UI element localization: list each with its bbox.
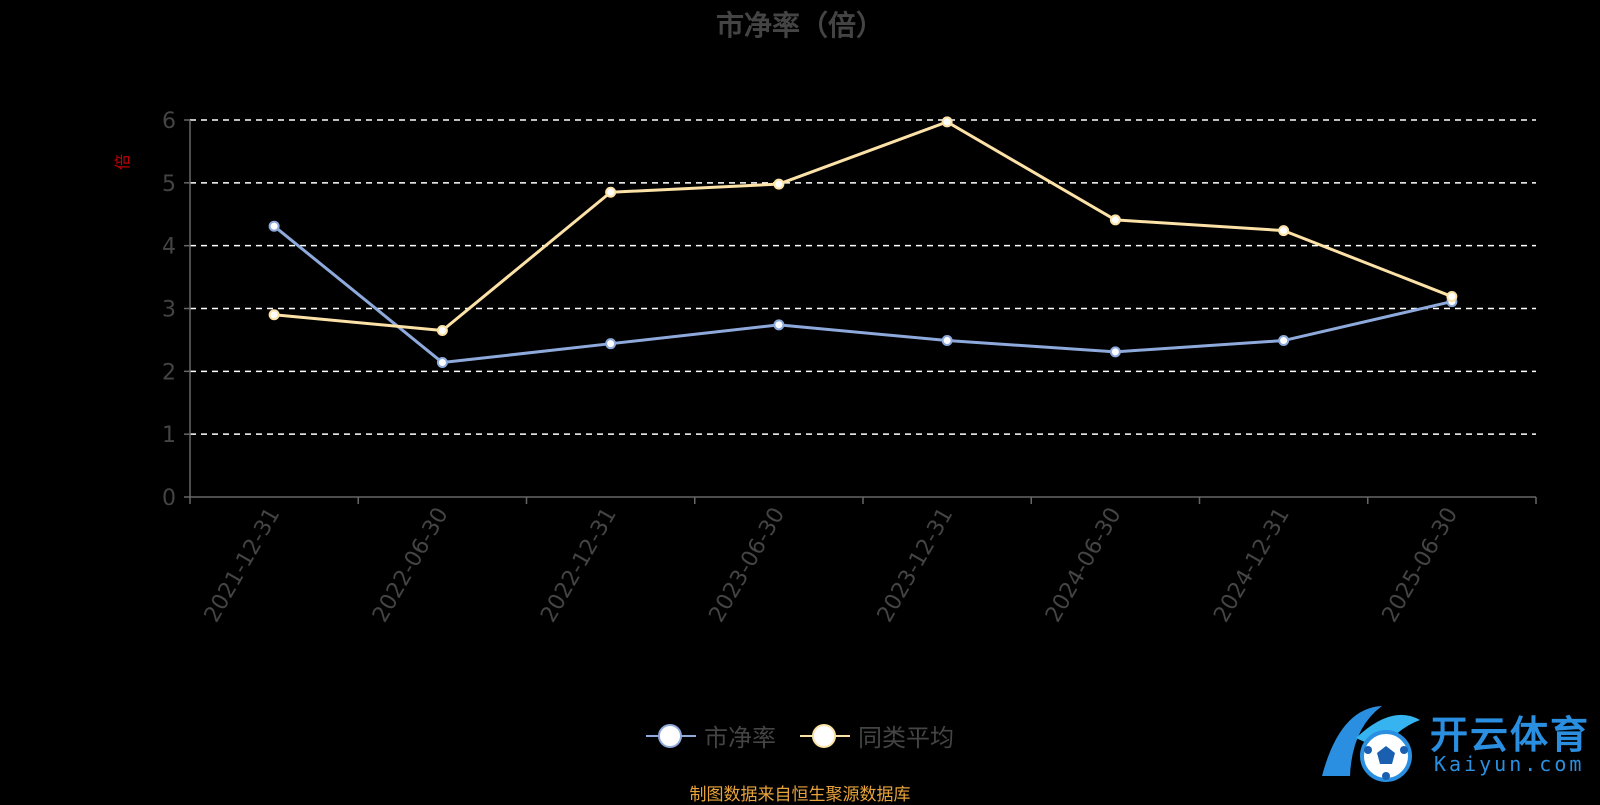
legend-label-peer-avg: 同类平均	[858, 724, 954, 752]
y-tick-label: 2	[162, 360, 176, 385]
data-point[interactable]	[773, 178, 785, 190]
legend-label-pb: 市净率	[704, 724, 776, 752]
legend-item-pb[interactable]: 市净率	[646, 718, 776, 753]
data-point[interactable]	[1446, 291, 1458, 303]
data-point[interactable]	[605, 186, 617, 198]
data-point[interactable]	[941, 116, 953, 128]
series-layer	[268, 116, 1458, 369]
series-line-1	[273, 120, 1453, 332]
y-tick-label: 4	[162, 235, 176, 260]
data-point[interactable]	[268, 309, 280, 321]
data-point[interactable]	[1109, 214, 1121, 226]
data-point[interactable]	[773, 319, 785, 331]
data-point[interactable]	[268, 220, 280, 232]
watermark-text: 开云体育	[1430, 713, 1591, 757]
data-point[interactable]	[436, 324, 448, 336]
chart-legend: 市净率 同类平均	[0, 718, 1600, 753]
y-tick-label: 5	[162, 172, 176, 197]
y-tick-label: 6	[162, 109, 176, 134]
y-tick-label: 0	[162, 486, 176, 511]
watermark-logo: 开云体育 Kaiyun.com	[1312, 698, 1592, 788]
watermark-subtext: Kaiyun.com	[1434, 752, 1585, 776]
data-point[interactable]	[1109, 346, 1121, 358]
x-tick-label: 2024-06-30	[1041, 504, 1127, 627]
x-tick-label: 2022-12-31	[536, 504, 622, 627]
data-point[interactable]	[605, 338, 617, 350]
data-point[interactable]	[436, 357, 448, 369]
x-tick-label: 2022-06-30	[368, 504, 454, 627]
y-tick-label: 3	[162, 298, 176, 323]
x-tick-label: 2023-06-30	[704, 504, 790, 627]
soccer-ball-icon	[1322, 706, 1420, 782]
x-tick-label: 2021-12-31	[200, 504, 286, 627]
series-line-0	[273, 225, 1453, 365]
grid-layer	[190, 119, 1536, 435]
x-tick-label: 2023-12-31	[873, 504, 959, 627]
y-tick-label: 1	[162, 423, 176, 448]
data-point[interactable]	[941, 335, 953, 347]
legend-item-peer-avg[interactable]: 同类平均	[800, 718, 954, 753]
axis-layer: 0 1 2 3 4 5 6 2021-12-31 2022-06-30 2022-12-31 202…	[162, 109, 1537, 627]
data-point[interactable]	[1278, 225, 1290, 237]
legend-swatch-pb	[646, 723, 696, 749]
data-point[interactable]	[1278, 335, 1290, 347]
x-tick-label: 2025-06-30	[1377, 504, 1463, 627]
y-axis-unit-label: 倍	[113, 154, 132, 170]
chart-canvas: 0 1 2 3 4 5 6 2021-12-31 2022-06-30 2022-12-31 202…	[113, 109, 1537, 627]
legend-swatch-peer-avg	[800, 723, 850, 749]
chart-title: 市净率（倍）	[715, 9, 884, 42]
x-tick-label: 2024-12-31	[1209, 504, 1295, 627]
